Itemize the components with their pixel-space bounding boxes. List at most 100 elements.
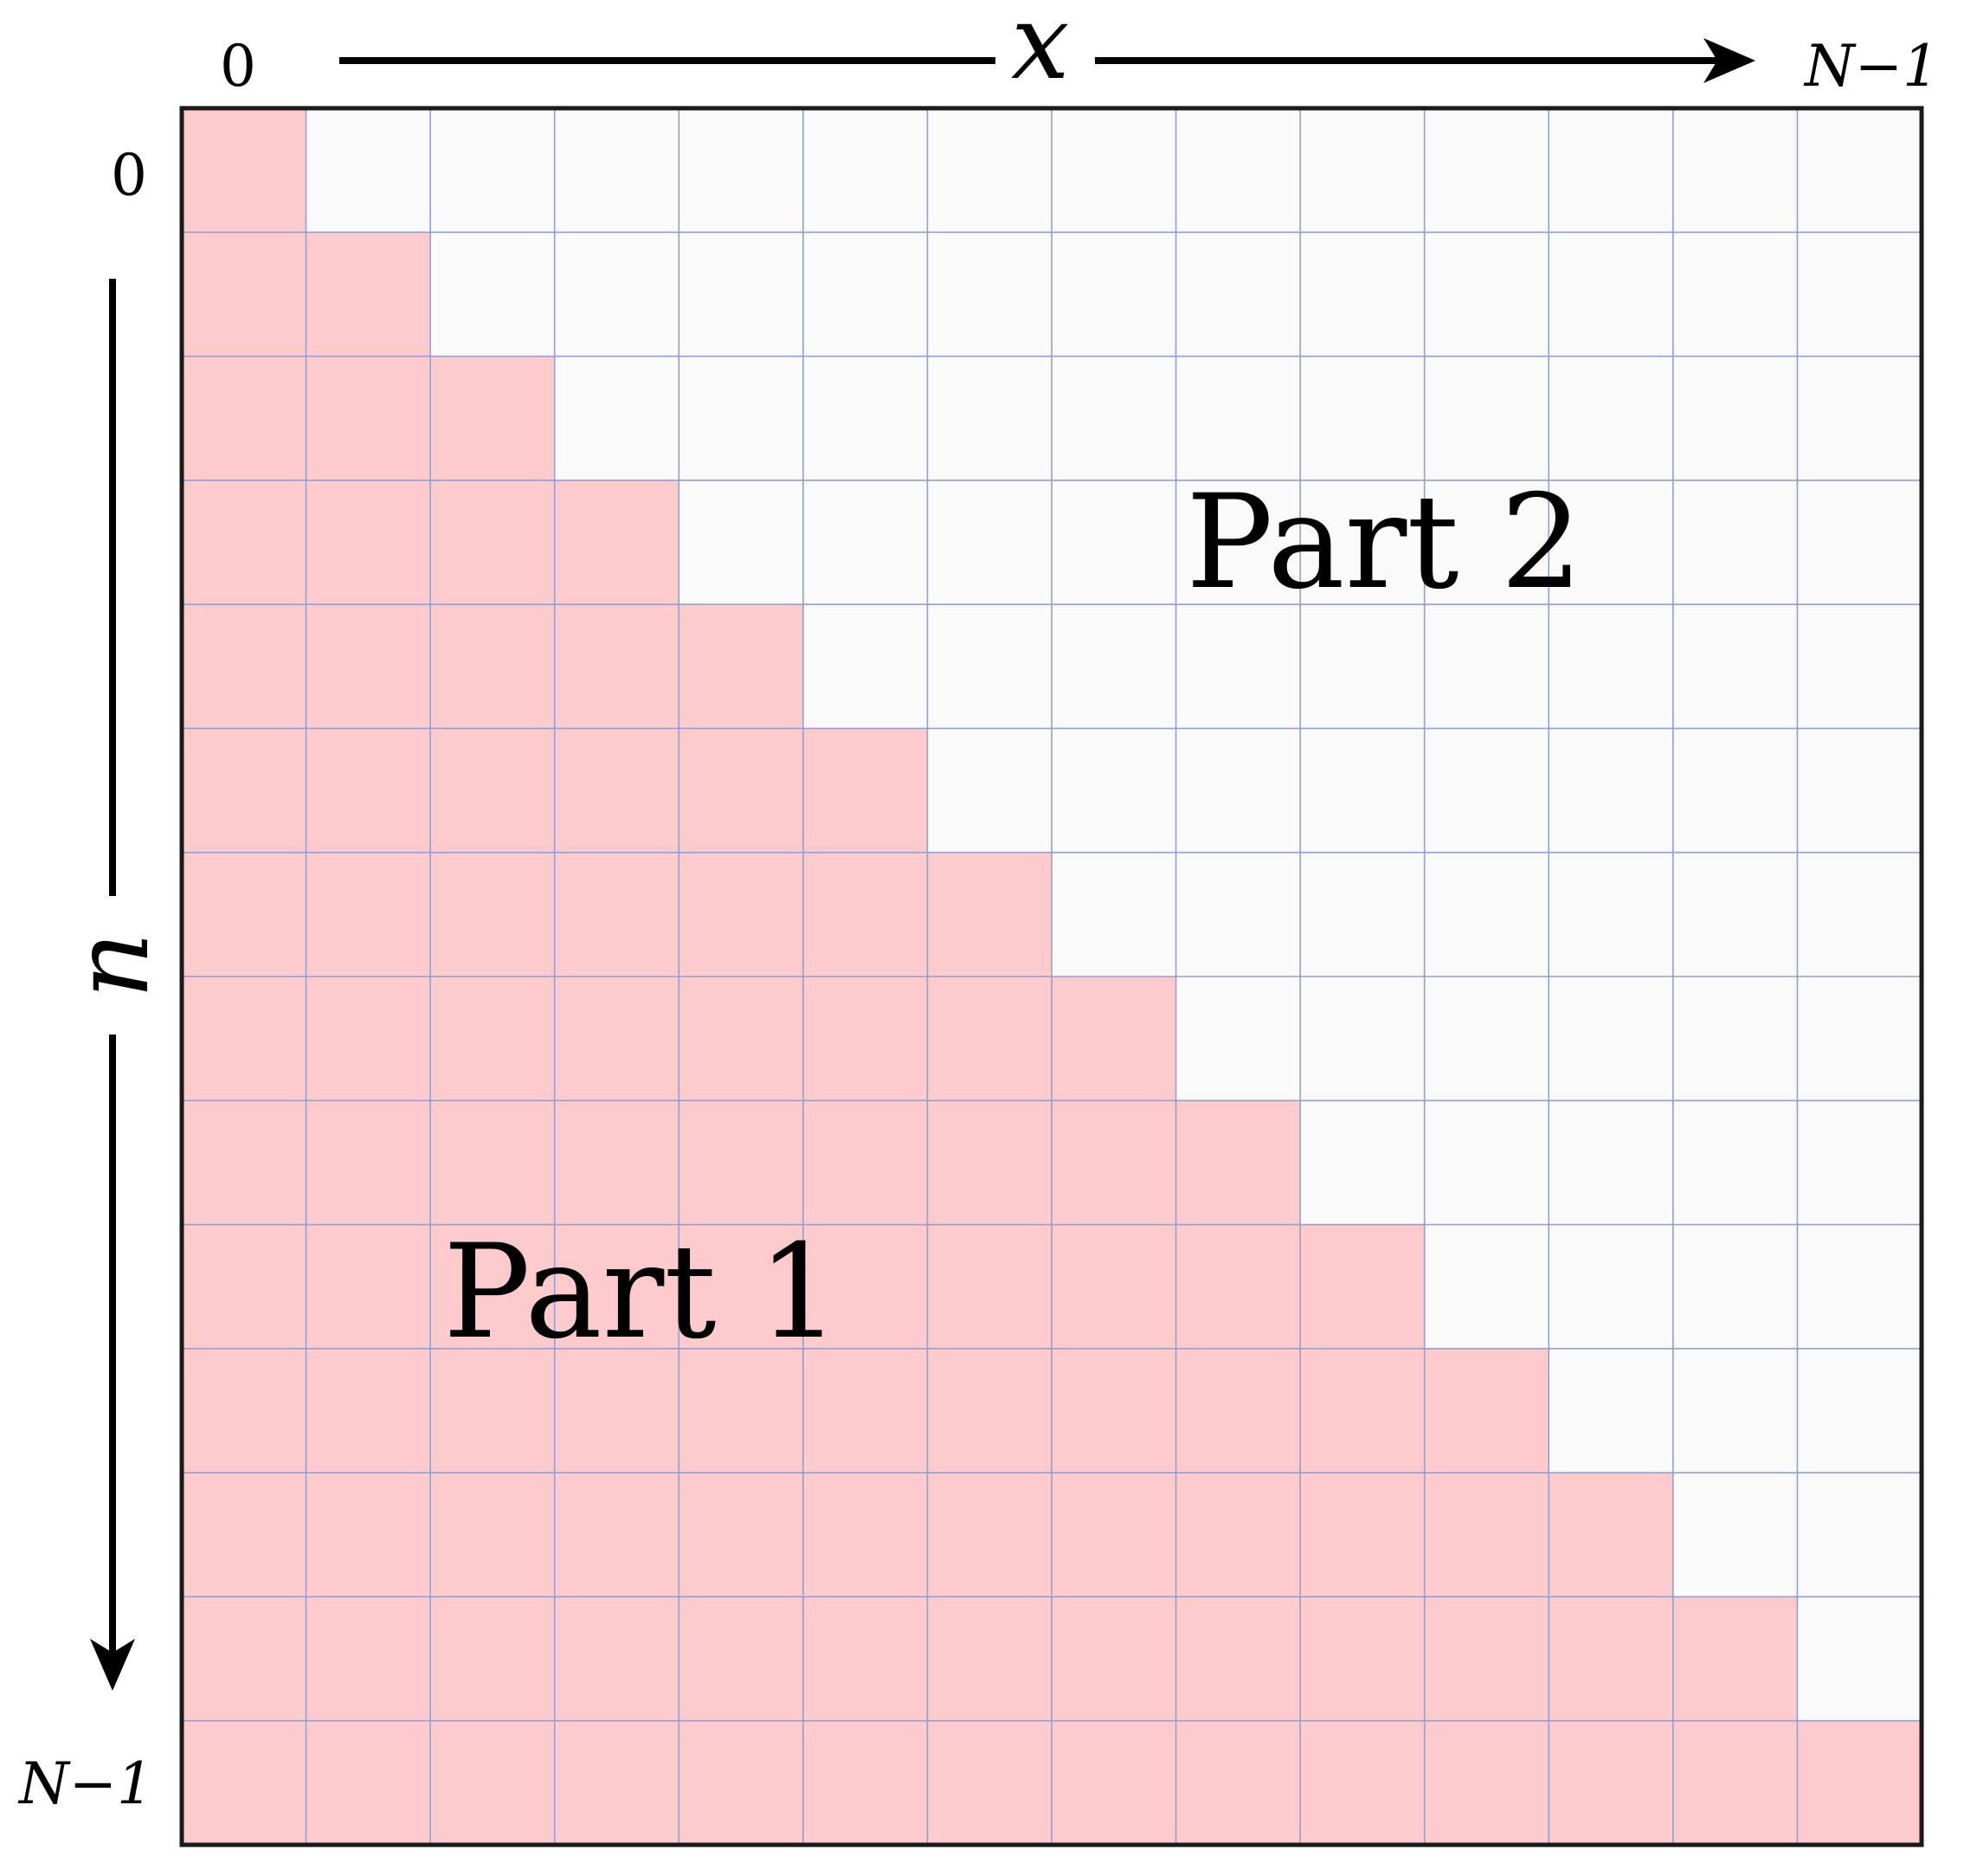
part-1-cell	[430, 852, 556, 977]
part-1-cell	[554, 1720, 679, 1846]
part-1-cell	[927, 1348, 1053, 1473]
part-1-cell	[306, 1348, 431, 1473]
part-1-cell	[554, 1348, 679, 1473]
part-1-cell	[802, 977, 928, 1101]
part-1-cell	[430, 728, 556, 854]
part-1-cell	[1052, 1348, 1177, 1473]
part-2-cell	[1672, 1348, 1798, 1473]
part-1-cell	[1175, 1224, 1301, 1350]
part-1-cell	[1052, 1224, 1177, 1350]
part-2-cell	[1424, 232, 1549, 358]
grid-lines	[182, 108, 1922, 1845]
part-1-cell	[802, 1473, 928, 1597]
part-1-cell	[1175, 1720, 1301, 1846]
part-2-cell	[1300, 728, 1426, 854]
part-1-cell	[306, 977, 431, 1101]
part-2-cell	[1175, 852, 1301, 977]
part-2-cell	[1052, 108, 1177, 233]
part-1-cell	[182, 1596, 307, 1722]
part-1-cell	[554, 1596, 679, 1722]
part-1-cell	[1300, 1224, 1426, 1350]
x-axis-arrow	[339, 38, 1755, 83]
part-1-cell	[1300, 1720, 1426, 1846]
part-2-cell	[1797, 480, 1922, 605]
part-2-cell	[1052, 604, 1177, 729]
part-2-cell	[927, 356, 1053, 481]
part-1-cell	[430, 1348, 556, 1473]
part-2-cell	[1424, 977, 1549, 1101]
part-1-cell	[430, 977, 556, 1101]
part-1-cell	[1300, 1473, 1426, 1597]
part-2-cell	[1175, 232, 1301, 358]
part-1-cell	[306, 604, 431, 729]
part-1-cell	[430, 1720, 556, 1846]
part-2-cell	[1300, 604, 1426, 729]
part-2-cell	[1175, 356, 1301, 481]
part-1-cell	[306, 1473, 431, 1597]
part-1-cell	[1424, 1596, 1549, 1722]
part-2-cell	[1424, 1100, 1549, 1226]
part-1-cell	[679, 1348, 804, 1473]
part-2-cell	[1175, 728, 1301, 854]
part-1-cell	[679, 1596, 804, 1722]
part-2-cell	[927, 232, 1053, 358]
part-2-cell	[1175, 108, 1301, 233]
part-2-cell	[927, 480, 1053, 605]
part-1-cell	[430, 1224, 556, 1350]
part-1-cell	[1672, 1720, 1798, 1846]
part-1-cell	[554, 604, 679, 729]
x-axis-end-label: N−1	[1805, 33, 1940, 100]
part-2-cell	[430, 232, 556, 358]
part-2-cell	[1797, 108, 1922, 233]
part-2-cell	[1797, 1224, 1922, 1350]
part-2-cell	[430, 108, 556, 233]
part-2-cell	[306, 108, 431, 233]
part-2-cell	[679, 356, 804, 481]
part-2-cell	[1672, 852, 1798, 977]
part-1-cell	[430, 356, 556, 481]
n-axis-arrow	[90, 279, 135, 1691]
part-2-cell	[1300, 232, 1426, 358]
part-2-cell	[1797, 977, 1922, 1101]
x-axis-start-label: 0	[220, 33, 256, 100]
part-2-cell	[1175, 480, 1301, 605]
part-1-cell	[554, 728, 679, 854]
part-1-cell	[182, 977, 307, 1101]
grid-border	[179, 106, 1924, 1847]
part-2-cell	[1300, 480, 1426, 605]
part-1-cell	[182, 604, 307, 729]
part-1-cell	[306, 728, 431, 854]
part-1-cell	[1549, 1473, 1674, 1597]
part-1-cell	[679, 1224, 804, 1350]
part-1-cell	[802, 852, 928, 977]
part-1-cell	[182, 108, 307, 233]
part-2-cell	[1300, 1100, 1426, 1226]
part-2-cell	[679, 232, 804, 358]
part-1-cell	[554, 480, 679, 605]
part-1-cell	[679, 1100, 804, 1226]
part-2-cell	[927, 604, 1053, 729]
part-2-cell	[1672, 108, 1798, 233]
part-2-cell	[927, 728, 1053, 854]
part-1-cell	[182, 1473, 307, 1597]
part-2-cell	[927, 108, 1053, 233]
part-1-cell	[1300, 1348, 1426, 1473]
part-2-cell	[1797, 604, 1922, 729]
part-1-cell	[306, 356, 431, 481]
part-1-cell	[430, 1473, 556, 1597]
part-1-cell	[554, 1473, 679, 1597]
part-2-cell	[554, 232, 679, 358]
part-1-cell	[1424, 1720, 1549, 1846]
part-1-cell	[927, 1720, 1053, 1846]
part-1-cell	[1549, 1596, 1674, 1722]
part-1-cell	[802, 1224, 928, 1350]
part-1-cell	[1175, 1473, 1301, 1597]
part-1-cell	[1797, 1720, 1922, 1846]
part-1-cell	[306, 852, 431, 977]
part-2-cell	[1300, 977, 1426, 1101]
part-2-cell	[1549, 1100, 1674, 1226]
part-2-cell	[1549, 728, 1674, 854]
n-axis-variable-label: n	[52, 932, 172, 999]
part-1-cell	[679, 852, 804, 977]
